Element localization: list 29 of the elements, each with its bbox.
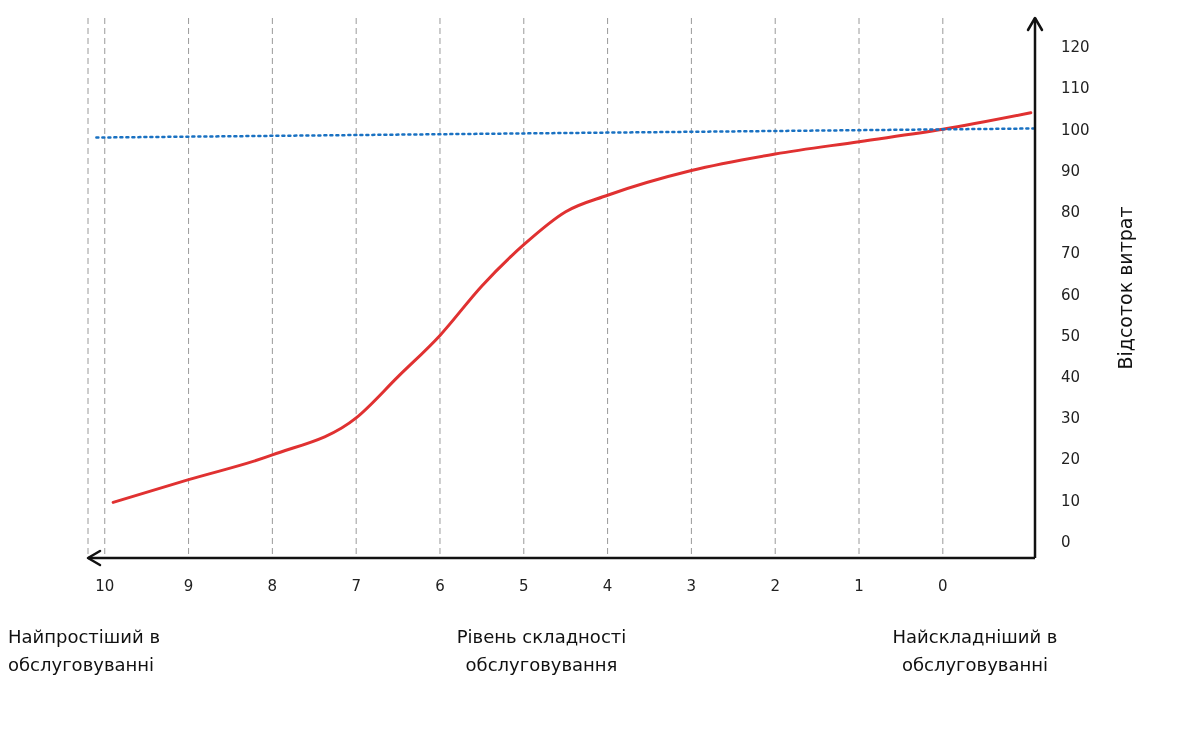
x-tick-label: 5 — [519, 576, 529, 595]
y-tick-label: 90 — [1061, 161, 1081, 180]
x-tick-label: 9 — [183, 576, 194, 595]
line-series — [111, 111, 1033, 504]
text: Найпростіший в обслуговуванні — [8, 625, 162, 677]
x-tick-label: 0 — [938, 576, 948, 595]
x-tick-label: 3 — [686, 576, 697, 595]
y-tick-label: 110 — [1061, 79, 1090, 98]
y-tick-label: 80 — [1061, 203, 1081, 222]
y-tick-label: 10 — [1061, 491, 1081, 510]
y-tick-label: 30 — [1061, 409, 1081, 428]
y-tick-label: 20 — [1061, 450, 1081, 469]
x-tick-label: 2 — [770, 576, 780, 595]
y-tick-label: 70 — [1061, 244, 1081, 263]
x-tick-label: 10 — [95, 576, 115, 595]
x-tick-label: 7 — [351, 576, 361, 595]
x-axis-title: Рівень складності обслуговування — [455, 625, 628, 677]
y-tick-label: 100 — [1061, 120, 1090, 139]
y-tick-label: 40 — [1061, 367, 1081, 386]
x-tick-label: 4 — [602, 576, 613, 595]
y-axis-title: Відсоток витрат — [1113, 206, 1136, 370]
y-tick-label: 60 — [1061, 285, 1081, 304]
x-tick-label: 6 — [435, 576, 445, 595]
y-tick-label: 50 — [1061, 326, 1081, 345]
text: Найскладніший в обслуговуванні — [891, 625, 1059, 677]
x-tick-label: 8 — [267, 576, 278, 595]
x-tick-label: 1 — [854, 576, 864, 595]
y-tick-label: 120 — [1061, 38, 1090, 57]
y-tick-label: 0 — [1061, 532, 1071, 551]
